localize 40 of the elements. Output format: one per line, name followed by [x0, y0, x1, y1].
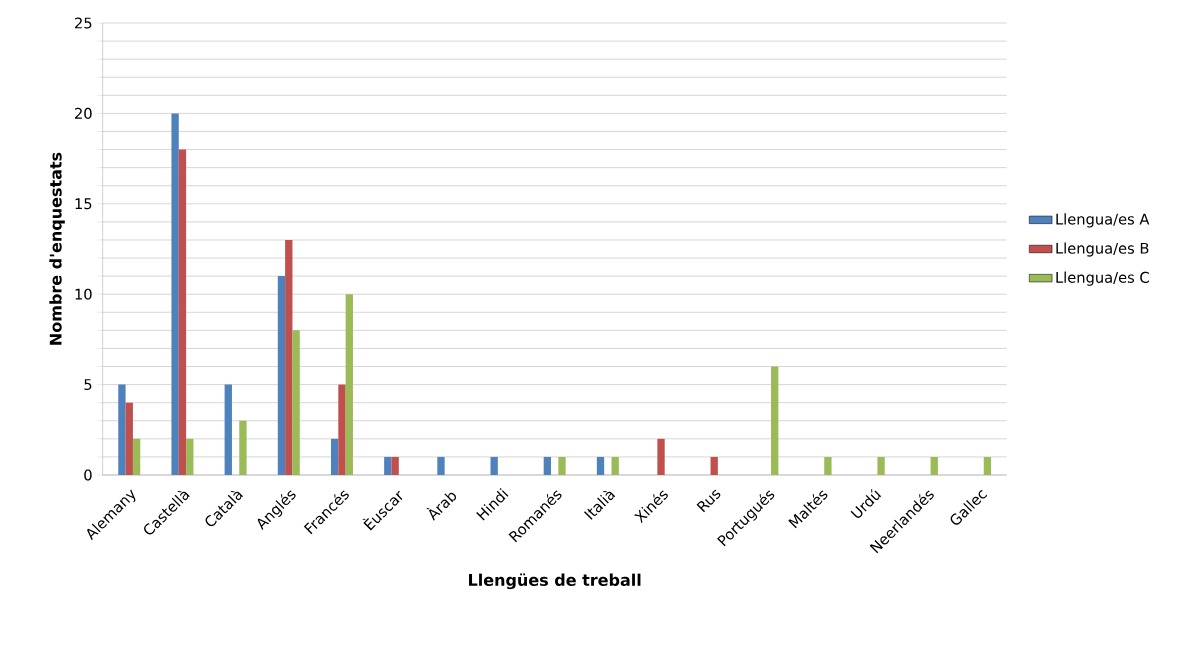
bar [983, 456, 992, 475]
bar [384, 456, 392, 475]
bar [178, 149, 187, 475]
bar [710, 456, 718, 475]
legend-label: Llengua/es C [1056, 271, 1149, 286]
bar [118, 384, 126, 475]
bar [611, 456, 619, 475]
bar [490, 456, 498, 475]
bar [330, 438, 339, 475]
bar [877, 456, 885, 475]
y-tick-label: 10 [75, 288, 92, 300]
y-tick-label: 25 [75, 17, 92, 29]
bar [292, 330, 300, 475]
bar [125, 402, 133, 475]
bar [285, 239, 293, 475]
legend-label: Llengua/es A [1056, 213, 1150, 228]
bar [391, 456, 399, 475]
bar [345, 294, 353, 475]
bar [277, 276, 286, 475]
y-tick-label: 5 [84, 379, 92, 391]
bar [771, 366, 779, 475]
x-axis-title: Llengües de treball [469, 573, 641, 590]
bar [338, 384, 346, 475]
y-tick-label: 15 [75, 198, 92, 210]
bar [171, 113, 179, 475]
bar [132, 438, 141, 475]
y-tick-label: 20 [75, 107, 92, 119]
y-tick-label: 0 [84, 469, 92, 481]
bar [596, 456, 605, 475]
legend-label: Llengua/es B [1056, 242, 1149, 257]
bar [186, 438, 194, 475]
bar [437, 456, 445, 475]
bar [543, 456, 552, 475]
bar [930, 456, 938, 475]
bar [224, 384, 232, 475]
bar [558, 456, 566, 475]
bar [824, 456, 832, 475]
bar [657, 438, 665, 475]
bar [239, 420, 247, 475]
y-axis-title: Nombre d'enquestats [49, 152, 65, 345]
